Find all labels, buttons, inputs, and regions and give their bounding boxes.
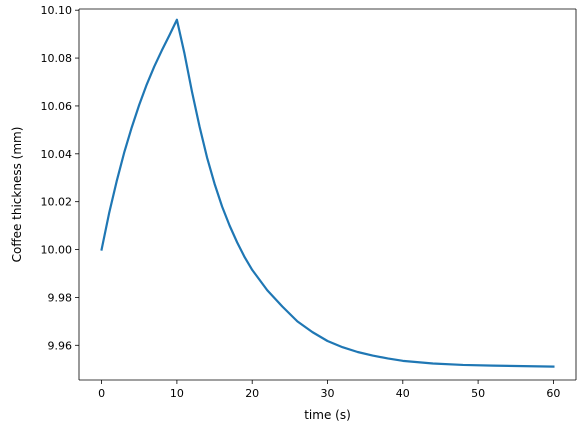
plot-area bbox=[79, 9, 576, 380]
x-tick-label: 40 bbox=[396, 387, 410, 400]
y-tick-label: 9.96 bbox=[48, 339, 73, 352]
x-axis-ticks: 0 10 20 30 40 50 60 bbox=[98, 380, 560, 400]
axes bbox=[78, 8, 577, 381]
y-tick-label: 10.08 bbox=[41, 52, 73, 65]
y-tick-label: 10.04 bbox=[41, 148, 73, 161]
y-tick-label: 10.00 bbox=[41, 244, 73, 257]
x-tick-label: 50 bbox=[471, 387, 485, 400]
x-tick-label: 0 bbox=[98, 387, 105, 400]
x-tick-label: 20 bbox=[245, 387, 259, 400]
x-axis-label: time (s) bbox=[304, 408, 351, 422]
y-tick-label: 10.10 bbox=[41, 4, 73, 17]
series-line-0 bbox=[100, 18, 555, 368]
x-tick-label: 10 bbox=[170, 387, 184, 400]
x-tick-label: 30 bbox=[321, 387, 335, 400]
y-tick-label: 10.02 bbox=[41, 196, 73, 209]
y-tick-label: 9.98 bbox=[48, 291, 73, 304]
y-axis-label: Coffee thickness (mm) bbox=[10, 127, 24, 263]
y-axis-ticks: 9.96 9.98 10.00 10.02 10.04 10.06 10.08 10.10 bbox=[41, 4, 79, 352]
x-tick-label: 60 bbox=[546, 387, 560, 400]
y-tick-label: 10.06 bbox=[41, 100, 73, 113]
series-layer bbox=[100, 18, 555, 368]
